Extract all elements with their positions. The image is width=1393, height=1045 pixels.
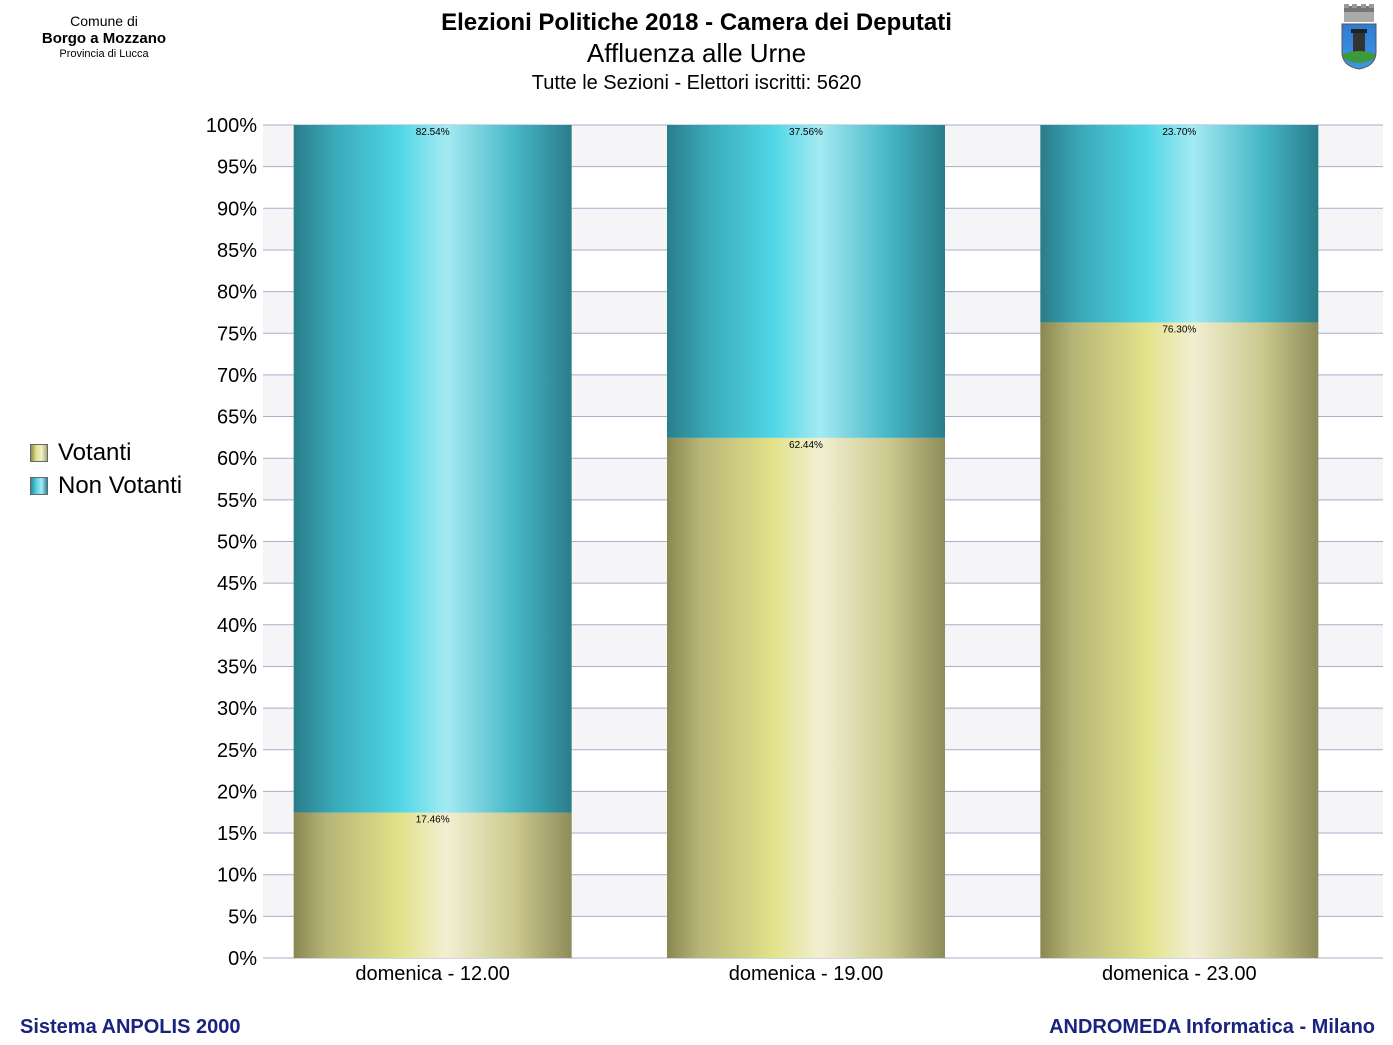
comune-name: Borgo a Mozzano	[41, 29, 167, 47]
y-tick-label: 0%	[228, 948, 257, 970]
y-tick-label: 85%	[217, 240, 257, 262]
y-tick-label: 75%	[217, 323, 257, 345]
coat-of-arms-icon	[1341, 4, 1377, 70]
y-tick-label: 40%	[217, 615, 257, 637]
data-label: 37.56%	[789, 127, 823, 138]
y-tick-label: 5%	[228, 906, 257, 928]
x-tick-label: domenica - 23.00	[1102, 963, 1257, 985]
chart-legend: Votanti Non Votanti	[30, 436, 182, 502]
legend-label-votanti: Votanti	[58, 438, 132, 466]
y-tick-label: 10%	[217, 865, 257, 887]
y-tick-label: 15%	[217, 823, 257, 845]
data-label: 82.54%	[416, 127, 450, 138]
chart-subtitle-2: Tutte le Sezioni - Elettori iscritti: 56…	[531, 72, 862, 94]
bars: 17.46% 82.54% 62.44% 37.56% 76.30% 23.70%	[293, 125, 1319, 959]
y-tick-label: 90%	[217, 198, 257, 220]
x-tick-label: domenica - 12.00	[355, 963, 510, 985]
legend-swatch-non-votanti	[30, 476, 48, 495]
chart-titles: Elezioni Politiche 2018 - Camera dei Dep…	[300, 8, 1093, 98]
y-axis-ticks: 0% 5% 10% 15% 20% 25% 30% 35% 40% 45% 50% 55% 60% 65%…	[206, 115, 257, 970]
x-tick-label: domenica - 19.00	[729, 963, 884, 985]
y-tick-label: 45%	[217, 573, 257, 595]
y-tick-label: 50%	[217, 532, 257, 554]
y-tick-label: 80%	[217, 282, 257, 304]
legend-label-non-votanti: Non Votanti	[58, 471, 183, 499]
bar-votanti	[293, 812, 572, 958]
bar-votanti	[1040, 322, 1319, 958]
legend-swatch-votanti	[30, 443, 48, 462]
bar-votanti	[667, 437, 945, 959]
municipality-header: Comune di Borgo a Mozzano Provincia di L…	[10, 13, 198, 61]
provincia-label: Provincia di Lucca	[59, 47, 149, 60]
y-tick-label: 55%	[217, 490, 257, 512]
data-label: 76.30%	[1162, 324, 1196, 335]
data-label: 23.70%	[1162, 127, 1196, 138]
y-tick-label: 70%	[217, 365, 257, 387]
data-label: 62.44%	[789, 440, 823, 451]
legend-item-votanti: Votanti	[30, 436, 182, 469]
legend-item-non-votanti: Non Votanti	[30, 469, 182, 502]
bar-non-votanti	[293, 125, 572, 813]
data-label: 17.46%	[416, 815, 450, 826]
footer-system-name: Sistema ANPOLIS 2000	[20, 1016, 241, 1038]
comune-label: Comune di	[70, 13, 138, 29]
y-tick-label: 60%	[217, 448, 257, 470]
chart-title: Elezioni Politiche 2018 - Camera dei Dep…	[441, 9, 952, 36]
bar-non-votanti	[667, 125, 945, 438]
y-tick-label: 25%	[217, 740, 257, 762]
y-tick-label: 65%	[217, 407, 257, 429]
x-axis-ticks: domenica - 12.00 domenica - 19.00 domenica…	[355, 963, 1256, 985]
y-tick-label: 35%	[217, 656, 257, 678]
y-tick-label: 95%	[217, 157, 257, 179]
y-tick-label: 30%	[217, 698, 257, 720]
chart-subtitle: Affluenza alle Urne	[586, 38, 807, 68]
y-tick-label: 20%	[217, 781, 257, 803]
footer-company-name: ANDROMEDA Informatica - Milano	[1049, 1016, 1375, 1038]
y-tick-label: 100%	[206, 115, 257, 137]
bar-non-votanti	[1040, 125, 1319, 323]
